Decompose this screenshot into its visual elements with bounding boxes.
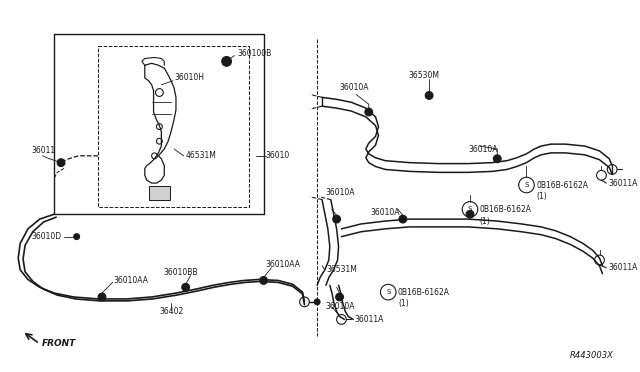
Text: 0B16B-6162A: 0B16B-6162A: [480, 205, 532, 214]
Text: S: S: [468, 206, 472, 212]
Text: 36011A: 36011A: [354, 315, 383, 324]
Text: 36010A: 36010A: [325, 302, 355, 311]
Text: 36010AA: 36010AA: [114, 276, 148, 285]
Circle shape: [333, 215, 340, 223]
Text: 0B16B-6162A: 0B16B-6162A: [536, 180, 588, 189]
Circle shape: [74, 234, 79, 240]
Text: (1): (1): [480, 217, 490, 225]
Circle shape: [221, 57, 232, 66]
Text: 36010D: 36010D: [32, 232, 62, 241]
Text: 36531M: 36531M: [327, 265, 358, 274]
Bar: [148, 186, 170, 200]
Circle shape: [335, 293, 344, 301]
Text: 36010H: 36010H: [174, 73, 204, 83]
Text: 36402: 36402: [159, 307, 183, 316]
Text: 36011A: 36011A: [608, 179, 637, 187]
Circle shape: [493, 155, 501, 163]
Text: 360100B: 360100B: [237, 49, 271, 58]
Circle shape: [57, 159, 65, 167]
Text: 36010AA: 36010AA: [266, 260, 301, 269]
Text: (1): (1): [536, 192, 547, 201]
Text: 36010A: 36010A: [371, 208, 400, 217]
Circle shape: [466, 210, 474, 218]
Circle shape: [425, 92, 433, 99]
Text: S: S: [386, 289, 390, 295]
Circle shape: [314, 299, 320, 305]
Text: R443003X: R443003X: [570, 351, 614, 360]
Text: FRONT: FRONT: [42, 339, 76, 348]
Circle shape: [399, 215, 406, 223]
Circle shape: [182, 283, 189, 291]
Text: 36010A: 36010A: [340, 83, 369, 92]
Text: 36010A: 36010A: [468, 144, 497, 154]
Text: 36011: 36011: [32, 147, 56, 155]
Circle shape: [365, 108, 372, 116]
Text: 36010BB: 36010BB: [164, 268, 198, 277]
Circle shape: [98, 293, 106, 301]
Text: 36011A: 36011A: [608, 263, 637, 272]
Text: 46531M: 46531M: [186, 151, 216, 160]
Text: 36530M: 36530M: [409, 71, 440, 80]
Circle shape: [260, 276, 268, 284]
Text: 36010: 36010: [266, 151, 290, 160]
Text: S: S: [524, 182, 529, 188]
Text: 36010A: 36010A: [325, 188, 355, 197]
Text: 0B16B-6162A: 0B16B-6162A: [398, 288, 450, 296]
Text: (1): (1): [398, 299, 409, 308]
